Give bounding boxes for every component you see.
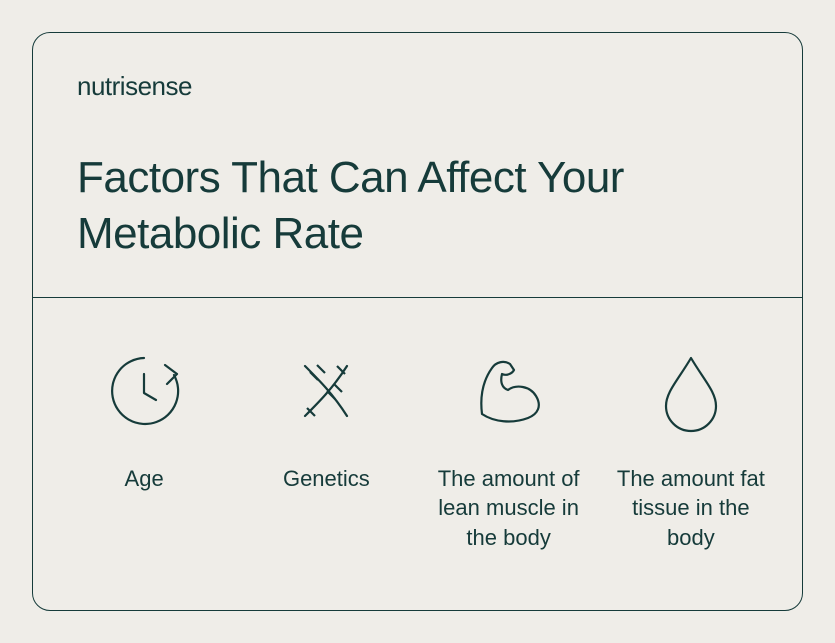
dna-icon (283, 346, 369, 436)
infographic-title: Factors That Can Affect Your Metabolic R… (77, 150, 758, 263)
card-header: nutrisense Factors That Can Affect Your … (33, 33, 802, 297)
factor-label: Genetics (283, 464, 370, 494)
brand-logo: nutrisense (77, 71, 758, 102)
factor-age: Age (53, 346, 235, 494)
clock-arrow-icon (101, 346, 187, 436)
factor-lean-muscle: The amount of lean muscle in the body (418, 346, 600, 553)
factor-label: The amount of lean muscle in the body (426, 464, 592, 553)
infographic-card: nutrisense Factors That Can Affect Your … (32, 32, 803, 611)
factors-row: Age Genetics (33, 298, 802, 610)
factor-label: Age (125, 464, 164, 494)
factor-label: The amount fat tissue in the body (608, 464, 774, 553)
bicep-icon (464, 346, 554, 436)
droplet-icon (656, 346, 726, 436)
factor-fat-tissue: The amount fat tissue in the body (600, 346, 782, 553)
factor-genetics: Genetics (235, 346, 417, 494)
